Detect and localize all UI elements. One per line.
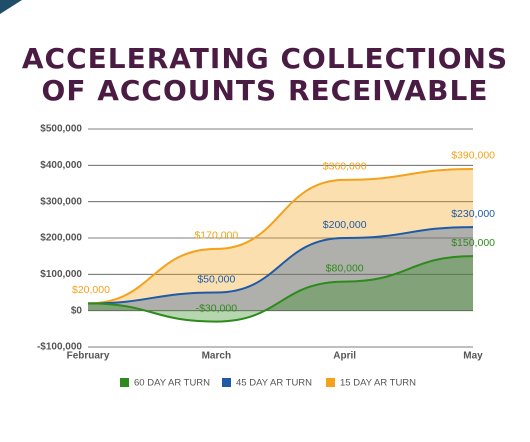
legend-swatch xyxy=(326,378,335,387)
series-line xyxy=(87,167,474,305)
data-label: -$30,000 xyxy=(196,302,238,314)
data-label: $50,000 xyxy=(197,273,235,285)
x-tick-label: March xyxy=(202,351,231,362)
legend-swatch xyxy=(120,378,129,387)
data-label: $80,000 xyxy=(326,262,364,274)
data-label: $230,000 xyxy=(451,208,495,220)
y-tick-label: $0 xyxy=(71,305,83,316)
data-label: $170,000 xyxy=(194,230,238,242)
area-fill xyxy=(88,227,473,311)
y-tick-label: $500,000 xyxy=(40,124,82,135)
legend-label: 15 DAY AR TURN xyxy=(340,378,416,389)
series-line xyxy=(87,226,474,305)
data-label: $200,000 xyxy=(323,219,367,231)
data-label: $20,000 xyxy=(72,284,110,296)
chart-title: ACCELERATING COLLECTIONS xyxy=(22,42,508,75)
area-fill xyxy=(88,168,473,311)
area-fill xyxy=(88,256,473,322)
x-tick-label: May xyxy=(463,351,483,362)
y-tick-label: $100,000 xyxy=(40,269,82,280)
x-tick-label: April xyxy=(333,351,356,362)
legend-label: 60 DAY AR TURN xyxy=(134,378,210,389)
series-line xyxy=(87,255,474,323)
data-label: $390,000 xyxy=(451,150,495,162)
y-tick-label: -$100,000 xyxy=(37,342,82,353)
x-tick-label: February xyxy=(67,351,110,362)
chart-title: OF ACCOUNTS RECEIVABLE xyxy=(42,74,489,107)
y-tick-label: $300,000 xyxy=(40,196,82,207)
corner-decoration xyxy=(0,0,22,14)
legend-label: 45 DAY AR TURN xyxy=(236,378,312,389)
legend-swatch xyxy=(222,378,231,387)
data-label: $150,000 xyxy=(451,237,495,249)
data-label: $360,000 xyxy=(323,161,367,173)
y-tick-label: $200,000 xyxy=(40,233,82,244)
y-tick-label: $400,000 xyxy=(40,160,82,171)
